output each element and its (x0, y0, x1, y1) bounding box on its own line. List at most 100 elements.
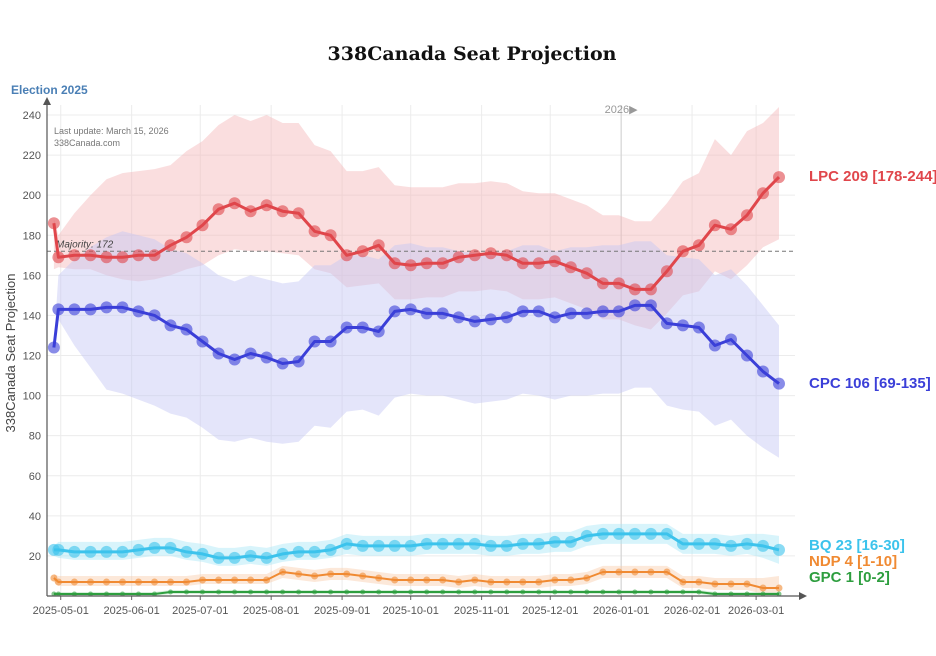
ndp-point (695, 578, 703, 586)
x-tick-label: 2025-11-01 (454, 605, 509, 617)
cpc-point (404, 303, 417, 316)
bq-point (340, 537, 353, 550)
cpc-point (612, 305, 625, 318)
cpc-point (292, 355, 305, 368)
ndp-point (471, 576, 479, 584)
ndp-point (743, 580, 751, 588)
cpc-point (180, 323, 193, 336)
gpc-point (71, 591, 77, 597)
lpc-confidence-band (53, 107, 779, 330)
gpc-point (264, 589, 270, 595)
bq-point (356, 539, 369, 552)
lpc-point (741, 209, 753, 222)
bq-point (68, 545, 81, 558)
bq-point (404, 539, 417, 552)
gpc-point (152, 591, 157, 597)
cpc-point (436, 307, 449, 320)
lpc-point (404, 259, 417, 272)
x-tick-label: 2026-03-01 (728, 605, 784, 617)
cpc-point (452, 311, 465, 324)
bq-point (292, 545, 305, 558)
cpc-point (532, 305, 545, 318)
lpc-point (292, 207, 305, 220)
x-tick-label: 2026-02-01 (664, 605, 720, 617)
cpc-end-label: CPC 106 [69-135] (809, 375, 931, 392)
bq-point (757, 539, 769, 552)
lpc-point (196, 219, 209, 232)
lpc-point (260, 199, 273, 212)
gpc-point (360, 589, 366, 595)
bq-point (228, 551, 241, 564)
ndp-point (567, 576, 575, 584)
cpc-point (564, 307, 577, 320)
tick-labels: 20 40 60 80 100 120 140 160 180 200 220 240 2025-05-… (23, 110, 785, 617)
x-axis-arrow (799, 592, 807, 600)
gpc-point (712, 591, 718, 597)
gpc-point (184, 589, 189, 595)
lpc-point (324, 229, 337, 242)
gpc-point (424, 589, 430, 595)
cpc-point (468, 315, 481, 328)
bq-point (372, 539, 385, 552)
ndp-point (407, 576, 415, 584)
y-tick-label: 140 (23, 310, 41, 322)
bq-point (212, 551, 225, 564)
cpc-point (660, 317, 673, 330)
bq-point (580, 529, 593, 542)
cpc-point (757, 365, 769, 378)
cpc-point (212, 347, 225, 360)
lpc-point (420, 257, 433, 270)
ndp-point (775, 584, 783, 592)
bq-point (116, 545, 129, 558)
bq-point (244, 549, 257, 562)
gpc-point (568, 589, 574, 595)
bq-point (484, 539, 497, 552)
ndp-point (759, 584, 767, 592)
lpc-point (100, 251, 113, 264)
cpc-point (372, 325, 385, 338)
lpc-point (580, 267, 593, 280)
gpc-point (296, 589, 302, 595)
lpc-point (84, 249, 97, 262)
gpc-point (616, 589, 622, 595)
ndp-point (167, 578, 174, 586)
lpc-point (47, 217, 60, 230)
ndp-point (679, 578, 687, 586)
gpc-point (392, 589, 398, 595)
ndp-point (487, 578, 495, 586)
lpc-point (757, 187, 769, 200)
bq-point (708, 537, 721, 550)
x-tick-label: 2025-07-01 (172, 605, 228, 617)
ndp-point (711, 580, 719, 588)
cpc-point (260, 351, 273, 364)
lpc-point (660, 265, 673, 278)
cpc-point (47, 341, 60, 354)
bq-point (468, 537, 481, 550)
cpc-point (228, 353, 241, 366)
gpc-point (728, 591, 734, 597)
bq-end-label: BQ 23 [16-30] (809, 537, 905, 554)
lpc-point (725, 223, 737, 236)
y-tick-label: 240 (23, 110, 41, 122)
ndp-point (183, 578, 190, 586)
bq-point (692, 537, 705, 550)
ndp-point (647, 568, 655, 576)
gpc-point (456, 589, 462, 595)
lpc-point (484, 247, 497, 260)
gpc-point (55, 591, 61, 597)
bq-point (612, 527, 625, 540)
ndp-point (327, 570, 335, 578)
gpc-point (136, 591, 141, 597)
site-note: 338Canada.com (54, 138, 120, 148)
y-tick-label: 220 (23, 150, 41, 162)
series-labels: LPC 209 [178-244] CPC 106 [69-135] BQ 23 [… (809, 168, 936, 586)
bq-point (628, 527, 641, 540)
gpc-point (168, 589, 173, 595)
cpc-point (708, 339, 721, 352)
cpc-point (676, 319, 689, 332)
gridlines (47, 105, 795, 596)
ndp-point (343, 570, 351, 578)
y-tick-label: 60 (29, 471, 41, 483)
cpc-point (548, 311, 561, 324)
gpc-point (328, 589, 334, 595)
